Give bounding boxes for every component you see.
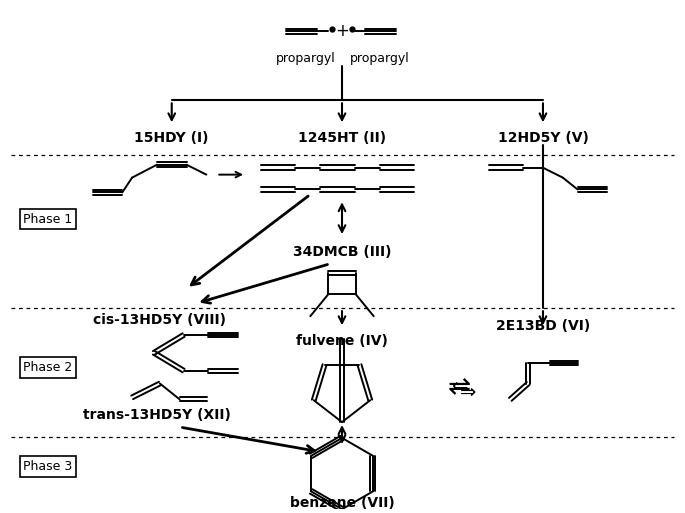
Text: ⇌: ⇌ — [447, 373, 471, 402]
Text: propargyl: propargyl — [350, 52, 410, 65]
Text: fulvene (IV): fulvene (IV) — [296, 334, 388, 348]
Text: Phase 1: Phase 1 — [23, 213, 73, 226]
Text: Phase 2: Phase 2 — [23, 361, 73, 374]
Text: +: + — [335, 22, 349, 40]
Text: 12HD5Y (V): 12HD5Y (V) — [497, 131, 588, 145]
Text: trans-13HD5Y (XII): trans-13HD5Y (XII) — [83, 408, 231, 422]
Text: 1245HT (II): 1245HT (II) — [298, 131, 386, 145]
Text: 2E13BD (VI): 2E13BD (VI) — [496, 319, 590, 333]
Text: Phase 3: Phase 3 — [23, 460, 73, 473]
Text: cis-13HD5Y (VIII): cis-13HD5Y (VIII) — [93, 313, 226, 327]
Text: benzene (VII): benzene (VII) — [290, 496, 395, 510]
Text: 34DMCB (III): 34DMCB (III) — [292, 245, 391, 259]
Text: $\Rightarrow$: $\Rightarrow$ — [456, 382, 477, 401]
Text: $\Leftarrow$: $\Leftarrow$ — [448, 376, 469, 395]
Text: propargyl: propargyl — [275, 52, 335, 65]
Text: 15HDY (I): 15HDY (I) — [134, 131, 209, 145]
